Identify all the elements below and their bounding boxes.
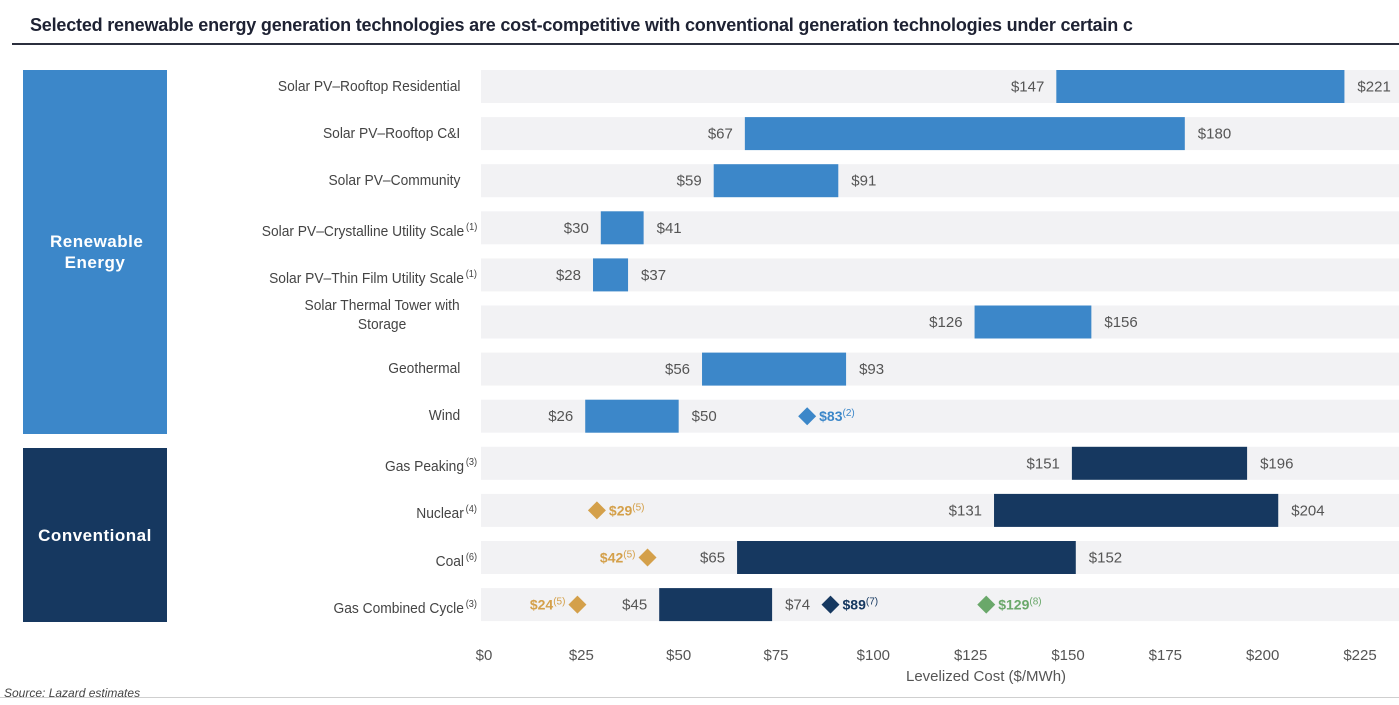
bar-high-label: $196: [1260, 455, 1293, 472]
x-tick-label: $175: [1149, 647, 1182, 664]
diamond-marker: [568, 595, 587, 614]
bar-high-label: $91: [851, 173, 876, 190]
diamond-marker: [977, 595, 996, 614]
row-band: [481, 588, 1399, 622]
range-bar: [994, 493, 1279, 527]
category-label: Wind: [428, 407, 460, 425]
diamond-marker: [638, 548, 657, 567]
category-label: Solar Thermal Tower with Storage: [304, 296, 460, 333]
bar-low-label: $131: [949, 502, 982, 519]
bar-low-label: $126: [929, 314, 962, 331]
source-note: Source: Lazard estimates: [4, 686, 141, 700]
range-bar: [1071, 446, 1248, 480]
bar-low-label: $30: [564, 220, 589, 237]
bar-low-label: $151: [1027, 455, 1060, 472]
row-band: [481, 164, 1399, 198]
title-divider: [12, 43, 1399, 45]
bar-high-label: $221: [1357, 79, 1390, 96]
row-band: [481, 352, 1399, 386]
bar-high-label: $37: [641, 267, 666, 284]
bar-high-label: $41: [657, 220, 682, 237]
bar-high-label: $152: [1089, 550, 1122, 567]
x-tick-label: $25: [569, 647, 594, 664]
range-bar: [744, 117, 1185, 151]
bar-low-label: $28: [556, 267, 581, 284]
marker-label: $129(8): [998, 597, 1041, 613]
range-bar: [713, 164, 839, 198]
category-label: Nuclear (4): [416, 504, 477, 523]
bar-low-label: $56: [665, 361, 690, 378]
category-label: Solar PV–Thin Film Utility Scale (1): [269, 268, 477, 287]
group-conventional: Conventional: [23, 448, 167, 622]
range-bar: [737, 541, 1076, 574]
x-tick-label: $225: [1343, 647, 1376, 664]
x-tick-label: $50: [666, 647, 691, 664]
footer-divider: [0, 697, 1399, 698]
diamond-marker: [821, 595, 840, 614]
range-bar: [585, 399, 679, 433]
category-label: Gas Combined Cycle (3): [333, 598, 477, 617]
bar-high-label: $156: [1104, 314, 1137, 331]
bar-high-label: $74: [785, 597, 810, 614]
bar-low-label: $45: [622, 597, 647, 614]
category-label: Geothermal: [387, 360, 460, 378]
bar-high-label: $180: [1198, 126, 1231, 143]
marker-label: $24(5): [530, 597, 566, 613]
range-bar: [1056, 70, 1345, 103]
marker-label: $83(2): [819, 408, 855, 424]
category-label: Solar PV–Rooftop C&I: [322, 124, 460, 142]
x-tick-label: $150: [1051, 647, 1084, 664]
bar-low-label: $59: [677, 173, 702, 190]
x-tick-label: $200: [1246, 647, 1279, 664]
bar-low-label: $67: [708, 126, 733, 143]
diamond-marker: [587, 501, 606, 520]
range-bar: [974, 305, 1092, 339]
bar-low-label: $65: [700, 550, 725, 567]
range-bar: [600, 211, 644, 245]
bar-low-label: $26: [548, 408, 573, 425]
group-conventional-label: Conventional: [38, 525, 152, 545]
row-band: [481, 305, 1399, 339]
category-label: Solar PV–Community: [328, 171, 460, 189]
category-label: Solar PV–Rooftop Residential: [277, 77, 460, 95]
range-bar: [593, 258, 629, 292]
range-bar: [702, 352, 847, 386]
diamond-marker: [798, 407, 817, 426]
category-label: Solar PV–Crystalline Utility Scale (1): [261, 221, 477, 240]
category-label: Gas Peaking (3): [384, 457, 477, 476]
range-bar: [659, 588, 773, 622]
group-renewable-energy: Renewable Energy: [23, 70, 167, 434]
x-tick-label: $125: [954, 647, 987, 664]
bar-high-label: $93: [859, 361, 884, 378]
category-label: Coal (6): [435, 551, 477, 570]
x-tick-label: $75: [763, 647, 788, 664]
row-band: [481, 258, 1399, 292]
group-renewable-label: Renewable Energy: [50, 232, 144, 272]
marker-label: $42(5): [600, 550, 636, 566]
bar-high-label: $204: [1291, 502, 1324, 519]
x-tick-label: $100: [857, 647, 890, 664]
bar-high-label: $50: [692, 408, 717, 425]
chart-title: Selected renewable energy generation tec…: [30, 15, 1133, 35]
marker-label: $89(7): [843, 597, 879, 613]
bar-low-label: $147: [1011, 79, 1044, 96]
x-axis-title: Levelized Cost ($/MWh): [906, 668, 1067, 685]
x-tick-label: $0: [476, 647, 493, 664]
marker-label: $29(5): [609, 502, 645, 518]
